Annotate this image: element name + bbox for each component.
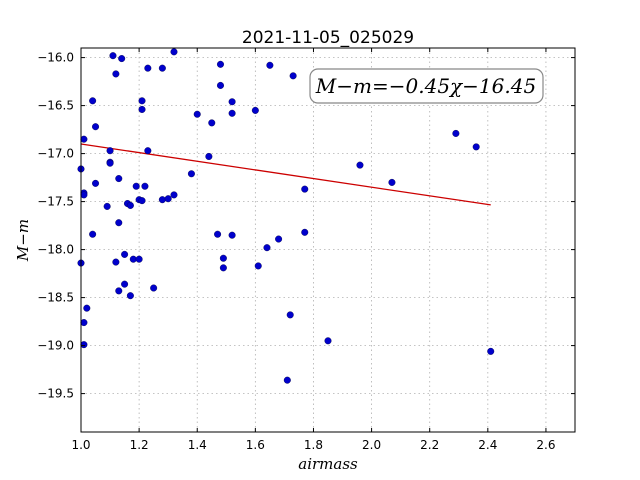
data-point — [228, 231, 236, 239]
data-point — [266, 61, 274, 69]
data-point — [115, 219, 123, 227]
data-point — [251, 106, 259, 114]
data-point — [452, 129, 460, 137]
data-point — [126, 292, 134, 300]
data-point — [106, 147, 114, 155]
data-point — [80, 135, 88, 143]
data-point — [80, 341, 88, 349]
data-point — [205, 152, 213, 160]
data-point — [150, 284, 158, 292]
data-point — [219, 264, 227, 272]
fit-equation-text: M−m=−0.45χ−16.45 — [315, 74, 536, 98]
x-tick-label: 2.0 — [362, 438, 381, 452]
data-point — [487, 347, 495, 355]
data-point — [286, 311, 294, 319]
x-axis-label: airmass — [298, 455, 358, 473]
data-point — [158, 64, 166, 72]
data-point — [138, 197, 146, 205]
data-point — [138, 105, 146, 113]
chart-title: 2021-11-05_025029 — [242, 28, 414, 48]
data-point — [121, 280, 129, 288]
fit-equation-box: M−m=−0.45χ−16.45 — [309, 68, 544, 104]
grid-lines — [80, 48, 575, 432]
data-point — [83, 304, 91, 312]
y-tick-label: −19.5 — [37, 387, 74, 401]
data-point — [356, 161, 364, 169]
data-point — [103, 202, 111, 210]
data-point — [263, 244, 271, 252]
y-tick-label: −16.5 — [37, 99, 74, 113]
x-tick-label: 1.4 — [188, 438, 207, 452]
x-axis-ticks: 1.0 1.2 1.4 1.6 1.8 2.0 2.2 2.4 2.6 — [71, 48, 555, 452]
y-tick-label: −17.5 — [37, 195, 74, 209]
data-point — [216, 81, 224, 89]
x-tick-label: 2.4 — [478, 438, 497, 452]
data-point — [138, 97, 146, 105]
y-tick-label: −16.0 — [37, 51, 74, 65]
data-point — [388, 178, 396, 186]
y-tick-label: −18.0 — [37, 243, 74, 257]
data-point — [115, 175, 123, 183]
data-point — [324, 337, 332, 345]
data-point — [92, 179, 100, 187]
y-tick-label: −18.5 — [37, 291, 74, 305]
data-point — [144, 64, 152, 72]
data-point — [254, 262, 262, 270]
x-tick-label: 2.6 — [536, 438, 555, 452]
data-point — [115, 287, 123, 295]
y-tick-label: −17.0 — [37, 147, 74, 161]
y-axis-ticks: −16.0 −16.5 −17.0 −17.5 −18.0 −18.5 −19.0 −19.5 — [37, 51, 575, 401]
fit-line — [80, 143, 491, 206]
data-point — [144, 147, 152, 155]
x-tick-label: 1.2 — [130, 438, 149, 452]
data-point — [132, 182, 140, 190]
x-tick-label: 1.8 — [304, 438, 323, 452]
data-point — [80, 191, 88, 199]
data-point — [126, 201, 134, 209]
data-point — [129, 255, 137, 263]
data-point — [92, 123, 100, 131]
data-point — [472, 143, 480, 151]
data-point — [135, 255, 143, 263]
data-point — [275, 235, 283, 243]
y-axis-label: M−m — [14, 219, 32, 262]
data-point — [164, 195, 172, 203]
data-point — [301, 228, 309, 236]
fit-equation-frame — [309, 68, 544, 104]
data-point — [219, 254, 227, 262]
data-point — [109, 52, 117, 60]
plot-frame — [80, 47, 576, 433]
data-point — [118, 55, 126, 63]
data-point — [170, 48, 178, 56]
y-tick-label: −19.0 — [37, 339, 74, 353]
data-point — [283, 376, 291, 384]
data-point — [301, 185, 309, 193]
x-tick-label: 2.2 — [420, 438, 439, 452]
data-point — [289, 72, 297, 80]
data-point — [89, 230, 97, 238]
data-point — [158, 196, 166, 204]
data-point — [141, 182, 149, 190]
x-tick-label: 1.0 — [71, 438, 90, 452]
data-point — [121, 250, 129, 258]
data-point — [170, 191, 178, 199]
data-point — [214, 230, 222, 238]
data-point — [228, 109, 236, 117]
data-point — [228, 98, 236, 106]
data-point — [193, 110, 201, 118]
data-point — [80, 319, 88, 327]
data-point — [112, 70, 120, 78]
data-point — [208, 119, 216, 127]
data-point — [216, 60, 224, 68]
data-point — [112, 258, 120, 266]
x-tick-label: 1.6 — [246, 438, 265, 452]
data-points — [77, 48, 495, 384]
data-point — [89, 97, 97, 105]
data-point — [106, 159, 114, 167]
fit-layer — [80, 143, 491, 206]
data-point — [187, 170, 195, 178]
